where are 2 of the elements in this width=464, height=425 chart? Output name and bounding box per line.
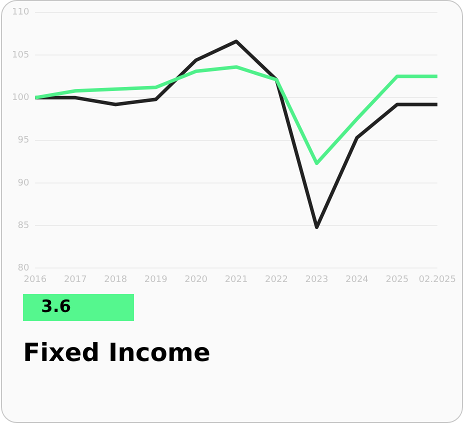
text: 3.6 [23,294,134,321]
text: Fixed Income [23,338,210,367]
